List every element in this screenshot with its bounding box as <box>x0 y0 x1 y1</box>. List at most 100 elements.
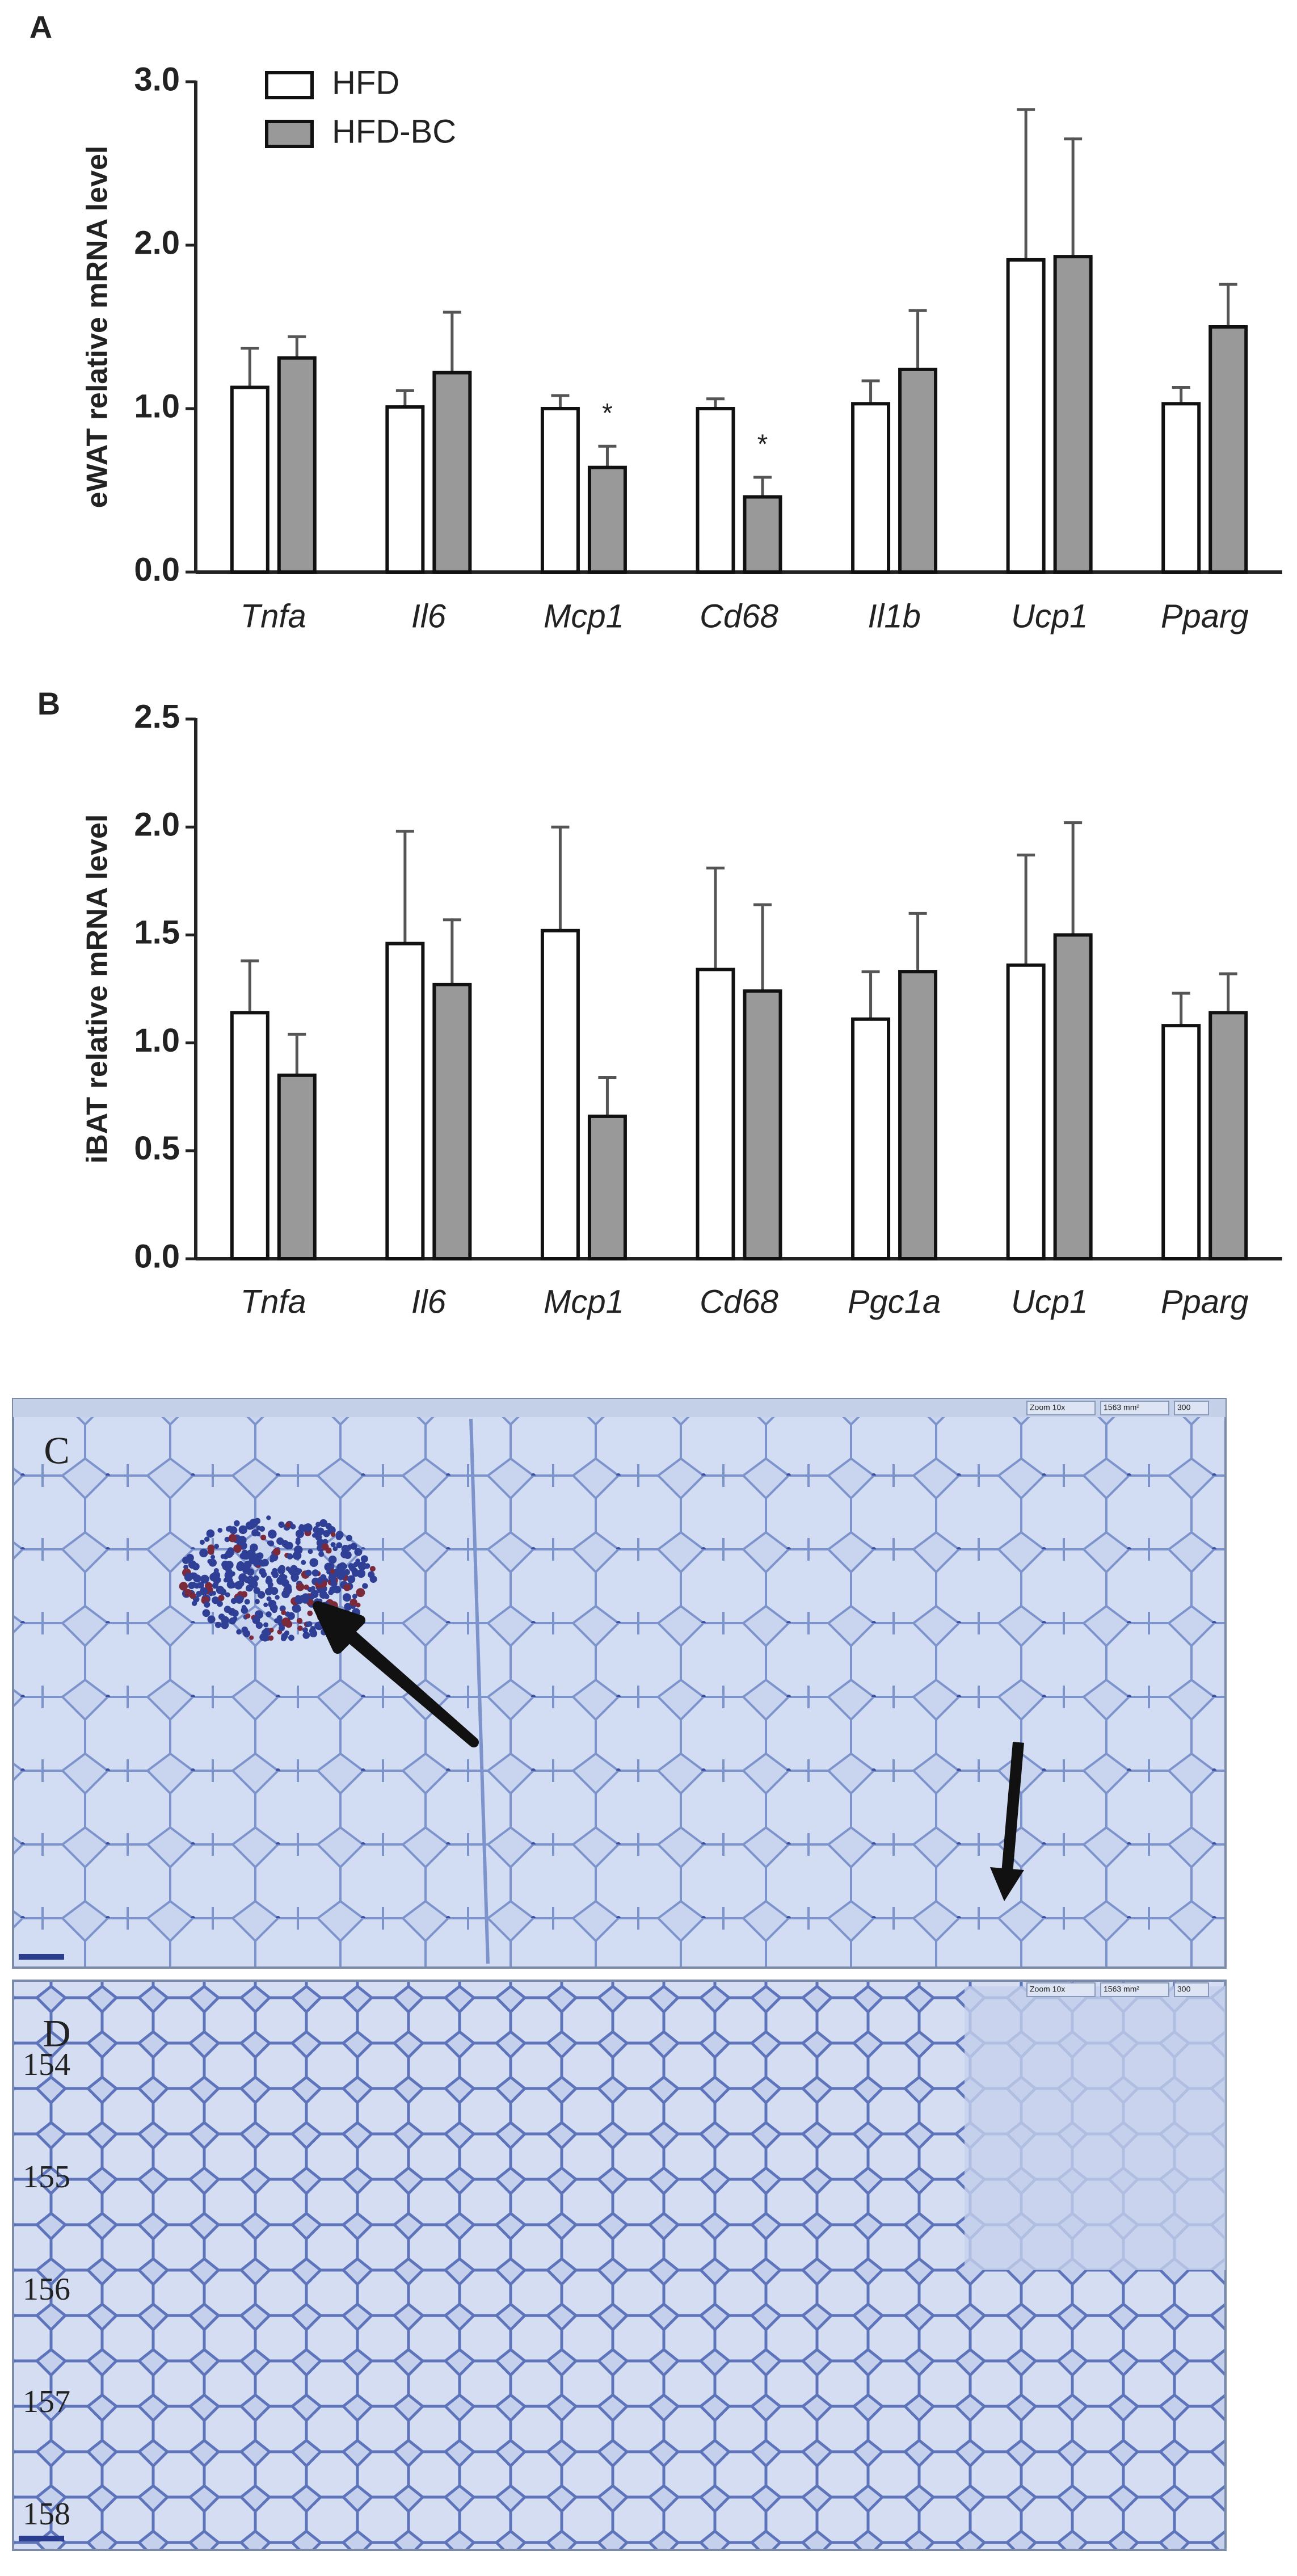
cell-nucleus <box>268 1529 277 1539</box>
bar <box>1208 1011 1248 1260</box>
cell-nucleus <box>241 1627 249 1633</box>
cell-nucleus <box>310 1626 315 1631</box>
toolbar-field <box>1100 1401 1169 1415</box>
cell-nucleus <box>242 1566 250 1574</box>
cell-nucleus <box>292 1604 301 1613</box>
cell-nucleus <box>278 1521 285 1528</box>
panel-label: C <box>44 1429 69 1472</box>
cell-nucleus <box>234 1520 240 1527</box>
cell-nucleus <box>257 1591 266 1599</box>
y-tick-label: 1.0 <box>134 1022 180 1059</box>
cell-nucleus <box>208 1591 214 1596</box>
cell-nucleus <box>228 1608 236 1616</box>
y-axis-label: iBAT relative mRNA level <box>81 814 114 1164</box>
cell-nucleus <box>204 1601 210 1608</box>
y-tick-label: 3.0 <box>134 61 180 98</box>
cell-nucleus <box>204 1582 213 1590</box>
toolbar-text: 300 <box>1177 1403 1191 1412</box>
line-number: 155 <box>23 2159 70 2195</box>
panel-c <box>12 1398 1227 1969</box>
cell-nucleus <box>202 1609 210 1617</box>
cell-nucleus <box>197 1581 204 1589</box>
histology-image <box>12 1398 1227 1969</box>
cell-nucleus <box>275 1595 280 1600</box>
cell-nucleus <box>281 1610 287 1615</box>
cell-nucleus <box>313 1526 319 1531</box>
cell-nucleus <box>279 1573 286 1580</box>
cell-nucleus <box>305 1569 312 1577</box>
cell-nucleus <box>330 1532 336 1537</box>
y-tick-label: 1.5 <box>134 914 180 951</box>
bar <box>432 982 472 1260</box>
cell-nucleus <box>360 1555 368 1563</box>
cell-nucleus <box>369 1566 376 1572</box>
cell-nucleus <box>238 1536 246 1544</box>
cell-nucleus <box>260 1535 267 1541</box>
cell-nucleus <box>284 1630 290 1636</box>
cell-nucleus <box>321 1543 329 1551</box>
bar <box>540 928 580 1260</box>
x-tick-label: Tnfa <box>241 1283 306 1320</box>
cell-nucleus <box>212 1582 218 1589</box>
cell-nucleus <box>309 1594 315 1600</box>
cell-nucleus <box>229 1526 238 1535</box>
cell-nucleus <box>225 1592 230 1598</box>
legend-label: HFD <box>332 64 399 101</box>
cell-nucleus <box>271 1607 277 1613</box>
cell-nucleus <box>315 1533 322 1541</box>
cell-nucleus <box>207 1615 216 1624</box>
cell-nucleus <box>241 1607 249 1614</box>
cell-nucleus <box>191 1600 197 1606</box>
toolbar-field <box>1026 1401 1096 1415</box>
cell-nucleus <box>295 1529 305 1539</box>
cell-nucleus <box>302 1632 310 1639</box>
cell-nucleus <box>315 1522 321 1527</box>
cell-nucleus <box>218 1595 225 1602</box>
cell-nucleus <box>363 1564 368 1569</box>
cell-nucleus <box>269 1628 274 1633</box>
bar <box>696 968 735 1261</box>
cell-nucleus <box>192 1562 200 1570</box>
background-area <box>965 1986 1226 2270</box>
cell-nucleus <box>184 1573 193 1582</box>
cell-nucleus <box>263 1622 269 1628</box>
bar <box>1161 402 1201 574</box>
bar <box>851 1017 891 1260</box>
bar <box>540 407 580 574</box>
cell-nucleus <box>349 1598 357 1607</box>
cell-nucleus <box>234 1581 243 1590</box>
cell-nucleus <box>216 1600 223 1607</box>
cell-nucleus <box>272 1548 281 1556</box>
cell-nucleus <box>190 1582 197 1589</box>
cell-nucleus <box>242 1551 251 1560</box>
cell-nucleus <box>252 1582 258 1587</box>
bar <box>587 465 627 574</box>
x-tick-label: Mcp1 <box>544 598 624 634</box>
cell-nucleus <box>319 1590 328 1599</box>
panel-d <box>12 1980 1227 2551</box>
cell-nucleus <box>280 1635 287 1641</box>
line-number: 158 <box>23 2497 70 2532</box>
y-tick-label: 0.5 <box>134 1130 180 1167</box>
legend-swatch <box>265 120 314 148</box>
legend-swatch <box>265 71 314 99</box>
cell-nucleus <box>302 1596 309 1604</box>
cell-nucleus <box>319 1519 328 1527</box>
cell-nucleus <box>264 1587 273 1596</box>
cell-nucleus <box>288 1568 294 1574</box>
bar <box>587 1114 627 1261</box>
legend-label: HFD-BC <box>332 113 456 150</box>
cell-nucleus <box>206 1529 215 1538</box>
cell-nucleus <box>235 1595 244 1604</box>
panel-label: D <box>43 2012 70 2055</box>
line-number: 157 <box>23 2384 70 2419</box>
toolbar-text: Zoom 10x <box>1030 1403 1065 1412</box>
y-axis-label: eWAT relative mRNA level <box>81 146 114 509</box>
cell-nucleus <box>326 1562 335 1570</box>
cell-nucleus <box>347 1575 356 1583</box>
cell-nucleus <box>307 1610 313 1616</box>
cell-nucleus <box>227 1547 234 1554</box>
line-number: 154 <box>23 2047 70 2082</box>
cell-nucleus <box>330 1542 336 1548</box>
bar <box>385 942 425 1260</box>
